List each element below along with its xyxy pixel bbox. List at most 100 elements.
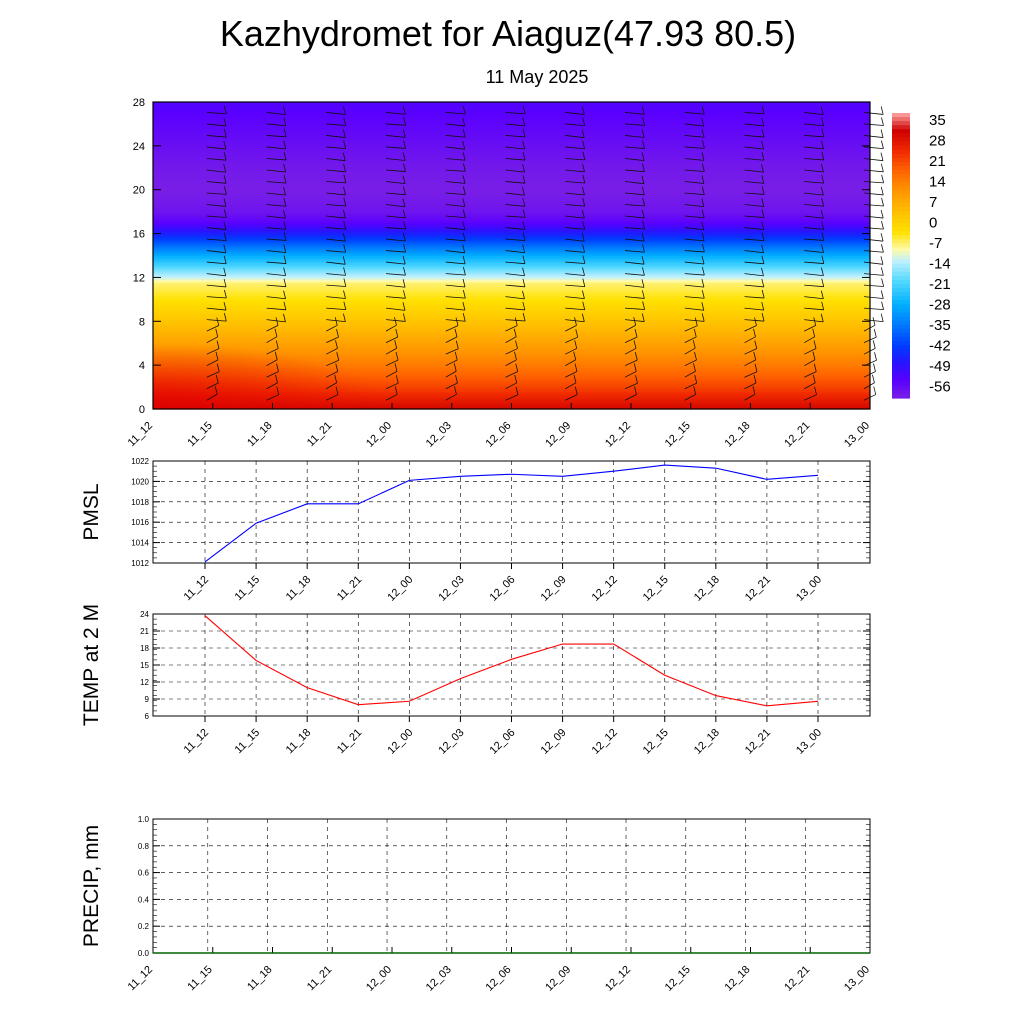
colorbar-swatch [892,198,910,204]
x-tick-label: 13_00 [794,574,824,604]
wind-barb-flag [814,386,817,395]
wind-barb [385,347,397,355]
precip-xtick-label: 12_18 [723,964,753,994]
wind-barb [385,135,406,138]
wind-barb [744,307,764,311]
temperature-band [153,294,870,298]
wind-barb-flag [223,267,227,276]
wind-barb-flag [633,340,637,349]
wind-barb [624,336,638,344]
wind-barb-flag [283,313,286,322]
wind-barb-flag [761,128,765,138]
wind-barb [385,238,406,242]
y-tick-label: 9 [145,695,150,704]
temperature-band [153,259,870,263]
wind-barb [804,284,824,288]
wind-barb-flag [581,233,585,242]
wind-barb-flag [694,351,697,361]
wind-barb [505,261,526,265]
wind-barb [445,261,466,265]
wind-barb [565,284,585,287]
wind-barb-flag [761,313,765,322]
wind-barb [624,146,645,149]
wind-barb [326,135,346,138]
wind-barb [266,371,279,378]
wind-barb [624,296,645,299]
wind-barb [266,319,286,323]
wind-barb-flag [635,375,638,384]
wind-barb-flag [574,317,577,326]
y-tick-label: 0.0 [138,949,150,958]
wind-barb [266,181,287,184]
wind-barb [624,359,638,367]
x-tick-label: 11_15 [233,727,263,757]
wind-barb [445,158,466,161]
y-tick-label: 15 [140,661,149,670]
wind-barb [445,307,465,311]
wind-barb-flag [641,209,645,219]
temperature-band [153,176,870,180]
wind-barb-flag [641,313,645,322]
wind-barb-flag [522,232,526,241]
temperature-band [153,244,870,248]
colorbar-swatch [892,365,910,371]
x-tick-label: 12_03 [436,574,466,604]
wind-barb [266,382,278,390]
temperature-band [153,297,870,300]
precip-xtick-label: 12_03 [424,964,454,994]
wind-barb [624,181,645,185]
x-tick-label: 12_03 [436,727,466,757]
colorbar-swatch [892,125,910,130]
wind-barb [326,169,346,173]
colorbar-swatch [892,178,910,183]
wind-barb-flag [575,329,579,338]
colorbar-swatch [892,345,910,350]
wind-barb-flag [701,290,705,299]
wind-barb [385,324,397,332]
precip-xtick-label: 12_00 [364,964,394,994]
wind-barb [385,181,406,185]
wind-barb-flag [283,221,287,230]
wind-barb-flag [223,278,227,288]
wind-barb [565,336,578,344]
wind-barb [624,261,645,265]
wind-barb [385,123,406,126]
wind-barb-flag [694,375,698,384]
temperature-band [153,378,870,382]
colorbar-label: -14 [929,256,951,273]
colorbar-label: 7 [929,194,937,211]
cross-section-xtick-label: 12_09 [543,420,573,450]
wind-barb [744,273,764,277]
temperature-band [153,229,870,232]
wind-barb-flag [582,198,586,207]
wind-barb-flag [880,152,884,161]
wind-barb-flag [574,363,578,372]
wind-barb-flag [641,152,645,161]
temperature-band [153,253,870,257]
wind-barb-flag [402,232,406,242]
temperature-band [153,373,870,377]
colorbar-swatch [892,161,910,167]
wind-barb-flag [821,198,825,207]
wind-barb-flag [754,317,757,326]
wind-barb [744,359,756,367]
wind-barb [624,284,645,288]
wind-barb-flag [522,221,526,230]
wind-barb [385,112,406,115]
colorbar-swatch [892,381,910,387]
temp-2m-panel: 6 9 12 15 18 21 24 11_12 11_15 11_18 11_21 12_00 12_… [80,604,871,757]
wind-barb-flag [522,255,526,264]
y-tick-label: 1012 [131,559,149,568]
wind-barb [385,158,406,161]
x-tick-label: 12_15 [641,727,671,757]
wind-barb-flag [634,386,637,395]
y-tick-label: 6 [145,712,150,721]
wind-barb [385,204,406,208]
colorbar-swatch [892,182,910,187]
wind-barb-flag [582,163,585,172]
wind-barb [744,325,757,332]
wind-barb-flag [761,152,765,161]
wind-barb-flag [581,313,585,322]
x-tick-label: 12_12 [590,574,620,604]
warm-surface-shading [153,343,393,409]
